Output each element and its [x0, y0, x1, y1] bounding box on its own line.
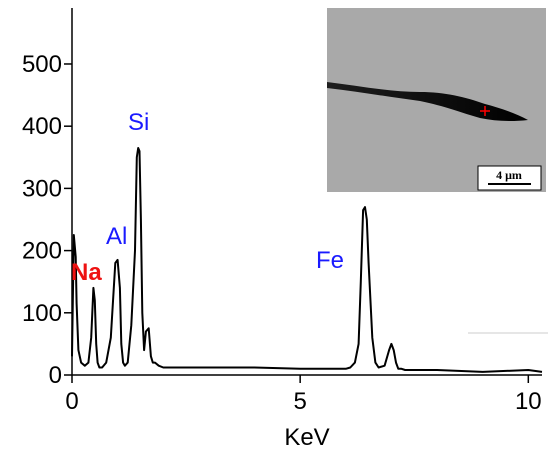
x-axis-ticks: 0 5 10: [65, 375, 542, 415]
x-tick-label: 10: [515, 388, 542, 415]
y-tick-label: 300: [22, 175, 62, 202]
x-axis-title: KeV: [284, 424, 329, 451]
y-tick-label: 200: [22, 238, 62, 265]
crack-shape: [327, 82, 528, 122]
peak-label-al: Al: [106, 223, 127, 250]
y-tick-label: 500: [22, 51, 62, 78]
series-layer: [71, 147, 543, 373]
y-tick-label: 400: [22, 113, 62, 140]
peak-label-si: Si: [128, 109, 149, 136]
spectrum-line: [71, 147, 543, 373]
y-tick-label: 100: [22, 300, 62, 327]
scale-bar-box: [477, 165, 542, 191]
x-tick-label: 5: [293, 388, 306, 415]
scale-bar-label: 4 μm: [496, 168, 522, 182]
sem-inset: 4 μm: [327, 8, 546, 192]
crosshair-marker: [480, 106, 490, 116]
y-axis-ticks: 0 100 200 300 400 500: [22, 51, 72, 389]
x-tick-label: 0: [65, 388, 78, 415]
peak-label-na: Na: [71, 259, 102, 286]
peak-label-fe: Fe: [316, 247, 344, 274]
y-tick-label: 0: [49, 362, 62, 389]
